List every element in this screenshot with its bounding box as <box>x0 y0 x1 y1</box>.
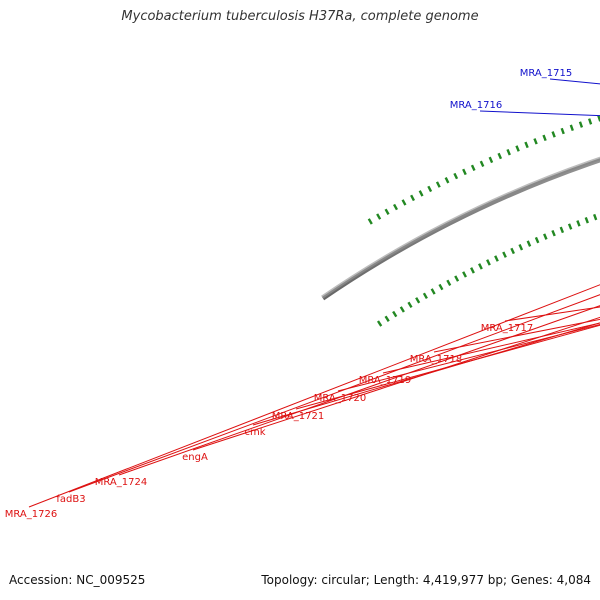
reverse-gene-label: MRA_1724 <box>95 477 147 488</box>
inner-tick <box>559 226 565 234</box>
inner-tick <box>430 288 436 295</box>
outer-tick <box>427 185 433 193</box>
topology-summary: Topology: circular; Length: 4,419,977 bp… <box>261 573 591 587</box>
outer-tick <box>533 138 538 145</box>
forward-gene-label: MRA_1715 <box>520 68 572 79</box>
label-leader <box>382 322 600 374</box>
outer-tick <box>470 164 476 172</box>
reverse-gene-label: MRA_1720 <box>314 393 366 404</box>
outer-tick <box>435 181 441 188</box>
inner-tick <box>470 267 475 274</box>
label-leader <box>337 324 600 392</box>
label-leader <box>68 294 600 493</box>
inner-tick <box>399 306 405 313</box>
outer-tick <box>462 168 467 176</box>
inner-tick <box>543 233 548 240</box>
forward-gene-label: MRA_1716 <box>450 100 502 111</box>
outer-tick <box>569 124 574 132</box>
reverse-gene-label: engA <box>182 452 208 463</box>
label-leader <box>118 305 600 476</box>
outer-tick <box>453 172 459 180</box>
inner-tick <box>534 236 540 244</box>
label-leader <box>549 78 600 85</box>
inner-tick <box>593 213 598 221</box>
outer-tick <box>384 208 390 215</box>
inner-tick <box>376 320 383 327</box>
inner-tick <box>486 259 491 266</box>
inner-tick <box>392 310 398 318</box>
inner-tick <box>384 315 390 322</box>
reverse-gene-label: MRA_1717 <box>481 323 533 334</box>
outer-tick <box>506 149 511 156</box>
reverse-gene-label: MRA_1721 <box>272 411 324 422</box>
outer-tick <box>515 145 520 152</box>
reverse-gene-label: MRA_1718 <box>410 354 462 365</box>
inner-tick <box>526 240 532 247</box>
label-leader <box>295 324 600 410</box>
outer-tick <box>376 213 382 220</box>
inner-tick <box>567 223 573 230</box>
outer-tick <box>588 118 593 125</box>
reverse-gene-label: cmk <box>244 427 265 438</box>
inner-tick <box>462 271 467 278</box>
inner-tick <box>438 283 444 291</box>
label-leader <box>504 306 600 322</box>
label-leader <box>479 110 600 117</box>
outer-tick <box>542 134 547 142</box>
inner-tick <box>502 251 507 258</box>
outer-tick <box>560 127 565 135</box>
inner-tick <box>510 247 515 255</box>
label-leader <box>192 316 600 451</box>
inner-tick <box>407 301 413 308</box>
outer-tick <box>488 156 494 164</box>
inner-tick <box>494 255 499 262</box>
reverse-gene-label: MRA_1726 <box>5 509 57 520</box>
inner-tick <box>584 216 589 224</box>
outer-tick <box>551 131 556 138</box>
outer-tick <box>444 177 450 184</box>
outer-tick <box>578 121 584 128</box>
map-footer: Accession: NC_009525 Topology: circular;… <box>0 573 600 591</box>
inner-tick <box>446 279 452 287</box>
reverse-gene-label: fadB3 <box>56 494 85 505</box>
inner-tick <box>478 263 483 270</box>
inner-tick <box>415 297 421 304</box>
map-title: Mycobacterium tuberculosis H37Ra, comple… <box>121 9 479 24</box>
label-leader <box>433 318 600 353</box>
outer-tick <box>524 141 529 149</box>
accession-text: Accession: NC_009525 <box>9 573 146 587</box>
outer-tick <box>479 160 485 168</box>
inner-tick <box>422 292 428 300</box>
inner-tick <box>454 275 460 282</box>
outer-tick <box>367 218 373 225</box>
outer-tick <box>401 199 407 206</box>
inner-tick <box>518 244 524 251</box>
backbone-highlight <box>323 160 600 301</box>
inner-tick <box>551 229 556 237</box>
outer-tick <box>497 152 503 160</box>
reverse-gene-label: MRA_1719 <box>359 375 411 386</box>
label-leader <box>28 284 600 508</box>
label-leader <box>252 322 600 426</box>
inner-tick <box>576 220 581 227</box>
outer-tick <box>393 203 399 211</box>
outer-tick <box>418 190 424 197</box>
outer-tick <box>410 194 415 202</box>
backbone-shadow <box>321 156 600 299</box>
